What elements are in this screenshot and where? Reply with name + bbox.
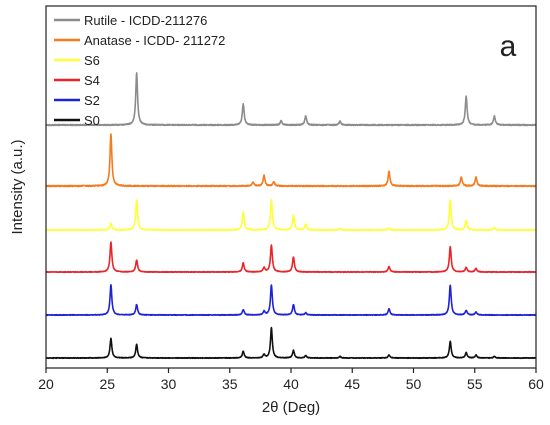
series-line-anatase-icdd-211272	[45, 133, 537, 188]
legend-label-2: S6	[84, 53, 100, 68]
x-tick-label-35: 35	[222, 376, 238, 392]
x-ticks-group: 20 25 30 35 40 45 50 55 60	[38, 368, 544, 392]
y-axis-label: Intensity (a.u.)	[9, 139, 26, 234]
x-tick-label-60: 60	[528, 376, 544, 392]
x-tick-label-40: 40	[283, 376, 299, 392]
series-line-s6	[45, 198, 537, 232]
x-tick-label-20: 20	[38, 376, 54, 392]
traces-group	[45, 72, 537, 360]
series-line-s0	[45, 326, 537, 360]
legend-label-4: S2	[84, 93, 100, 108]
panel-label: a	[500, 30, 517, 63]
legend-label-0: Rutile - ICDD-211276	[84, 13, 207, 28]
legend-label-5: S0	[84, 113, 100, 128]
x-tick-label-25: 25	[99, 376, 115, 392]
x-tick-label-30: 30	[161, 376, 177, 392]
series-line-s4	[45, 241, 537, 274]
series-line-s2	[45, 284, 537, 317]
x-tick-label-55: 55	[467, 376, 483, 392]
x-tick-label-50: 50	[406, 376, 422, 392]
legend-label-3: S4	[84, 73, 100, 88]
legend-label-1: Anatase - ICDD- 211272	[84, 33, 225, 48]
x-tick-label-45: 45	[344, 376, 360, 392]
legend: Rutile - ICDD-211276 Anatase - ICDD- 2112…	[54, 13, 225, 128]
series-line-rutile-icdd-211276	[45, 72, 537, 127]
x-axis-label: 2θ (Deg)	[262, 399, 320, 416]
